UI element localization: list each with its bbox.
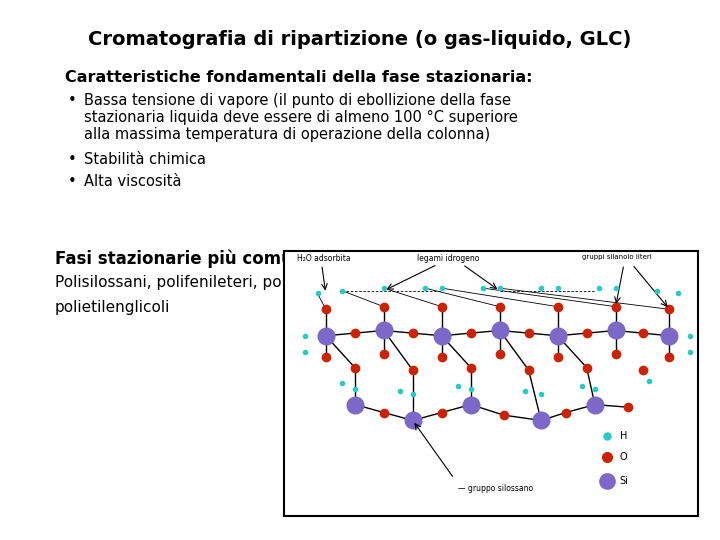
Text: •: • (68, 152, 77, 167)
Text: H₂O adsorbita: H₂O adsorbita (297, 254, 351, 263)
Text: — gruppo silossano: — gruppo silossano (459, 484, 534, 493)
Text: Polisilossani, polifenileteri, poliesteri,: Polisilossani, polifenileteri, poliester… (55, 275, 338, 290)
Text: gruppi silanolo literi: gruppi silanolo literi (582, 254, 652, 260)
Text: H: H (620, 431, 627, 441)
Text: Cromatografia di ripartizione (o gas-liquido, GLC): Cromatografia di ripartizione (o gas-liq… (89, 30, 631, 49)
Text: •: • (68, 174, 77, 189)
Text: legami idrogeno: legami idrogeno (417, 254, 480, 263)
Text: Alta viscosità: Alta viscosità (84, 174, 181, 189)
Text: Fasi stazionarie più comuni:: Fasi stazionarie più comuni: (55, 250, 317, 268)
Text: •: • (68, 93, 77, 108)
Text: polietilenglicoli: polietilenglicoli (55, 300, 171, 315)
Text: O: O (620, 453, 627, 462)
Text: Caratteristiche fondamentali della fase stazionaria:: Caratteristiche fondamentali della fase … (65, 70, 533, 85)
Text: Bassa tensione di vapore (il punto di ebollizione della fase: Bassa tensione di vapore (il punto di eb… (84, 93, 511, 108)
Text: Si: Si (620, 476, 629, 487)
Text: alla massima temperatura di operazione della colonna): alla massima temperatura di operazione d… (84, 127, 490, 142)
Text: stazionaria liquida deve essere di almeno 100 °C superiore: stazionaria liquida deve essere di almen… (84, 110, 518, 125)
Text: Stabilità chimica: Stabilità chimica (84, 152, 206, 167)
